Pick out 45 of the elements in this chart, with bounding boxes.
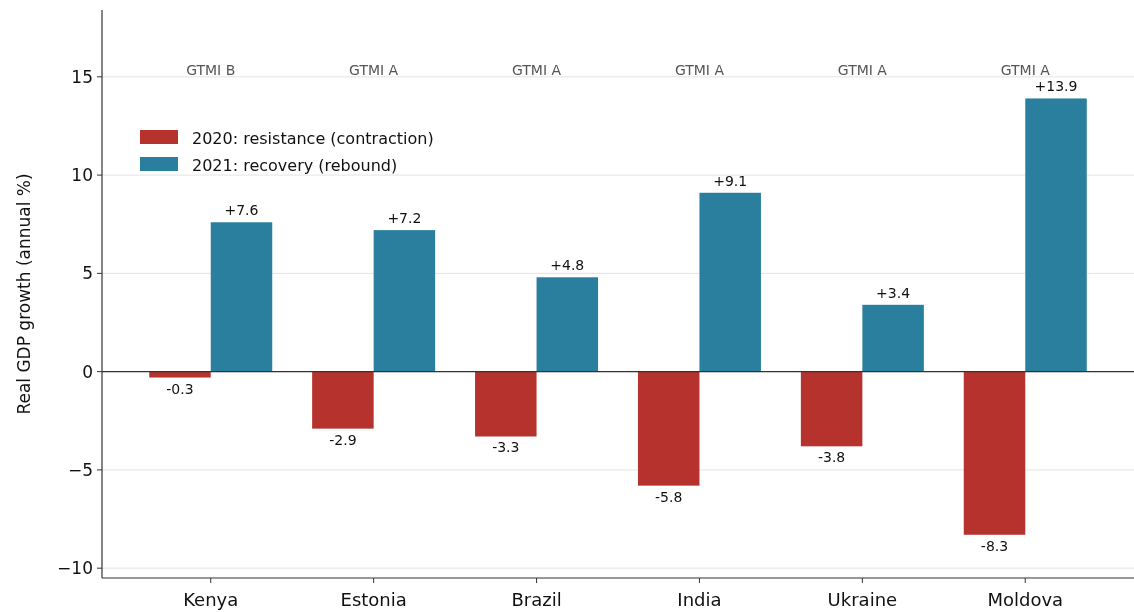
- data-label: +9.1: [713, 172, 748, 189]
- bar: [536, 277, 599, 372]
- y-tick-label: −10: [57, 558, 93, 579]
- data-label: -8.3: [980, 537, 1009, 554]
- bar: [149, 371, 211, 378]
- data-label: -3.3: [492, 439, 520, 456]
- y-tick-label: −5: [67, 459, 93, 480]
- data-label: +13.9: [1034, 78, 1078, 95]
- x-tick-label: India: [677, 589, 722, 610]
- annotation: GTMI A: [837, 62, 888, 78]
- y-tick-label: 5: [82, 263, 93, 284]
- annotation: GTMI A: [1000, 62, 1051, 78]
- y-tick-label: 10: [71, 165, 93, 186]
- x-tick-label: Kenya: [183, 589, 239, 610]
- annotation: GTMI A: [674, 62, 725, 78]
- bar: [637, 371, 700, 486]
- bar: [312, 371, 374, 429]
- data-label: -2.9: [329, 431, 357, 448]
- annotation: GTMI A: [349, 62, 399, 78]
- y-tick-label: 0: [82, 361, 93, 382]
- data-label: +7.2: [387, 210, 422, 227]
- data-label: -3.8: [817, 449, 846, 466]
- legend-label: 2021: recovery (rebound): [192, 155, 398, 175]
- legend-label: 2020: resistance (contraction): [192, 128, 434, 148]
- annotation: GTMI B: [186, 62, 236, 78]
- x-tick-label: Ukraine: [827, 589, 898, 610]
- bar: [800, 371, 863, 447]
- bar: [699, 192, 761, 372]
- data-label: -0.3: [166, 380, 194, 397]
- bar: [475, 371, 537, 437]
- bar: [1025, 98, 1087, 372]
- y-tick-label: 15: [71, 66, 93, 87]
- bar: [210, 222, 273, 372]
- data-label: -5.8: [655, 488, 683, 505]
- bar: [862, 304, 924, 372]
- data-label: +3.4: [876, 284, 911, 301]
- bar: [373, 230, 436, 372]
- data-label: +4.8: [550, 257, 585, 274]
- y-axis-title: Real GDP growth (annual %): [14, 173, 34, 415]
- annotation: GTMI A: [511, 62, 562, 78]
- x-tick-label: Moldova: [987, 589, 1064, 610]
- data-label: +7.6: [224, 202, 259, 219]
- x-tick-label: Estonia: [340, 589, 407, 610]
- bar: [963, 371, 1026, 535]
- x-tick-label: Brazil: [511, 589, 562, 610]
